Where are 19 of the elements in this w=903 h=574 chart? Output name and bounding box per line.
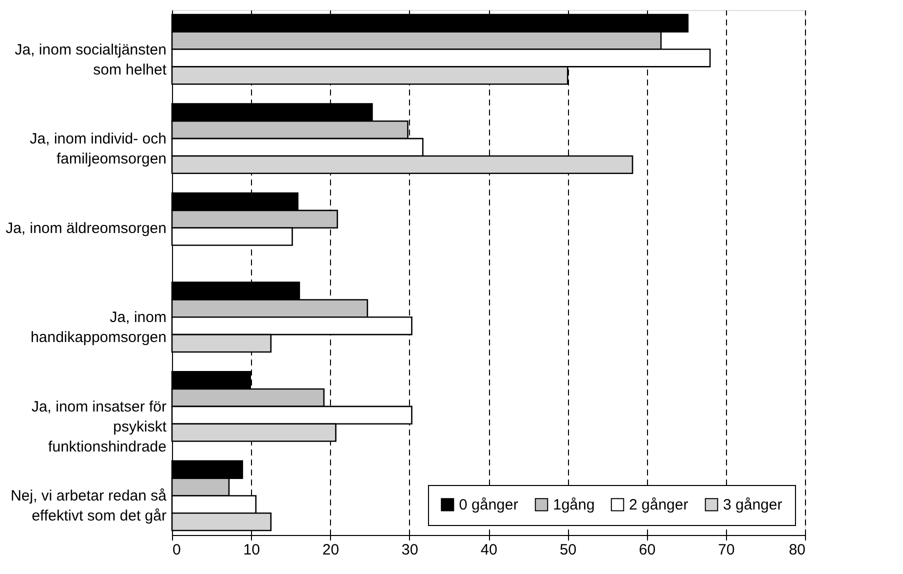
x-tick-label: 50 bbox=[560, 542, 576, 558]
x-tick-label: 30 bbox=[402, 542, 418, 558]
legend-label: 2 gånger bbox=[629, 496, 688, 514]
legend-label: 3 gånger bbox=[723, 496, 782, 514]
y-tick-label: Ja, inom individ- och familjeomsorgen bbox=[30, 130, 166, 168]
y-tick-label: Ja, inom handikappomsorgen bbox=[30, 309, 166, 346]
legend-label: 1gång bbox=[553, 496, 595, 514]
x-tick-label: 20 bbox=[322, 542, 340, 558]
x-tick-label: 70 bbox=[718, 542, 735, 558]
x-tick-label: 40 bbox=[480, 542, 498, 558]
x-tick-label: 10 bbox=[243, 542, 260, 558]
x-tick-label: 80 bbox=[788, 542, 806, 558]
x-tick-label: 0 bbox=[172, 542, 181, 558]
x-tick-label: 60 bbox=[638, 542, 656, 558]
y-tick-label: Ja, inom äldreomsorgen bbox=[6, 220, 166, 237]
legend-label: 0 gånger bbox=[459, 496, 518, 514]
y-tick-label: Nej, vi arbetar redan så effektivt som det går bbox=[10, 488, 168, 525]
y-tick-label: Ja, inom socialtjänsten som helhet bbox=[14, 41, 168, 78]
y-tick-label: Ja, inom insatser för psykiskt funktionshindrade bbox=[31, 398, 168, 456]
